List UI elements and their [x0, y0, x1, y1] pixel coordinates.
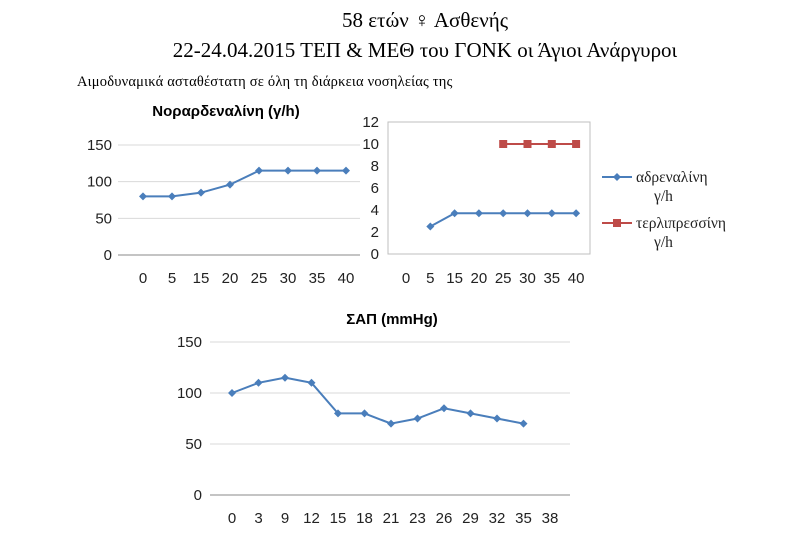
chart-0-xtick: 35 — [309, 270, 326, 287]
chart-1-series-0-point — [523, 209, 532, 218]
chart-1-xtick: 5 — [426, 270, 434, 287]
chart-0-series-0-point — [168, 192, 176, 201]
chart-2-xtick: 12 — [303, 510, 320, 527]
chart-1-series-0-point — [450, 209, 459, 218]
chart-2-series-0-line — [231, 376, 524, 425]
chart-1-ytick: 6 — [371, 180, 379, 197]
chart-1-xtick: 25 — [495, 270, 512, 287]
chart-1-ytick: 8 — [371, 158, 379, 175]
chart-1-series-1-point — [499, 140, 508, 148]
chart-2-series-0-point — [360, 409, 369, 418]
chart-1-xtick: 0 — [402, 270, 410, 287]
chart-2-xtick: 35 — [515, 510, 532, 527]
chart-2-series-0-point — [228, 389, 236, 397]
chart-2-xtick: 15 — [330, 510, 347, 527]
chart-1-ytick: 0 — [371, 246, 379, 263]
chart-0-xtick: 5 — [168, 270, 176, 287]
chart-0-series-0-point — [342, 166, 350, 175]
chart-2-xtick: 26 — [436, 510, 453, 527]
chart-1-ytick: 12 — [362, 114, 379, 131]
chart-2-ytick: 50 — [185, 436, 202, 453]
chart-2-xtick: 38 — [542, 510, 559, 527]
chart-0-ytick: 150 — [87, 137, 112, 154]
chart-1-series-0-point — [572, 209, 581, 218]
chart-2-xtick: 0 — [228, 510, 236, 527]
chart-0-series-0-point — [226, 180, 234, 189]
chart-2-xtick: 21 — [383, 510, 400, 527]
chart-1-xtick: 35 — [543, 270, 560, 287]
chart-1-frame — [387, 121, 591, 255]
chart-0-ytick: 100 — [87, 174, 112, 191]
chart-0-series-0-point — [197, 188, 205, 197]
header-line-1: 58 ετών ♀ Ασθενής — [341, 8, 509, 32]
chart-2-xtick: 3 — [254, 510, 262, 527]
header-line-2: 22-24.04.2015 ΤΕΠ & ΜΕΘ του ΓΟΝΚ οι Άγιο… — [172, 38, 678, 62]
chart-2-series-0-point — [413, 414, 422, 423]
chart-2-series-0-point — [466, 409, 475, 418]
chart-0-series-0-point — [284, 166, 292, 175]
chart-0-ytick: 50 — [95, 210, 112, 227]
chart-1-xtick: 20 — [471, 270, 488, 287]
chart-1-series-0-point — [426, 222, 435, 231]
chart-0-series-0-point — [313, 166, 321, 175]
chart-1-legend-marker-0 — [613, 173, 621, 181]
chart-1-legend-unit-0: γ/h — [653, 188, 673, 205]
chart-0-xtick: 0 — [139, 270, 147, 287]
chart-2-series-0-point — [440, 404, 448, 413]
chart-2-title: ΣΑΠ (mmHg) — [346, 311, 438, 328]
chart-1-legend-label-1: τερλιπρεσσίνη — [636, 215, 726, 232]
chart-1-series-1-point — [523, 140, 532, 148]
chart-0-series-0-point — [255, 166, 263, 175]
chart-0-series-0-line — [143, 169, 346, 198]
clinical-note: Αιμοδυναμικά ασταθέστατη σε όλη τη διάρκ… — [77, 74, 453, 90]
chart-2-ytick: 0 — [194, 487, 202, 504]
chart-0-xtick: 25 — [251, 270, 268, 287]
chart-0-ytick: 0 — [104, 247, 112, 264]
chart-0-xtick: 20 — [222, 270, 239, 287]
chart-0-xtick: 15 — [193, 270, 210, 287]
chart-0-xtick: 40 — [338, 270, 355, 287]
chart-1-legend-marker-1 — [613, 219, 621, 227]
chart-2-xtick: 29 — [462, 510, 479, 527]
chart-2-series-0-point — [519, 419, 528, 428]
chart-1-legend-label-0: αδρεναλίνη — [636, 169, 708, 186]
chart-1-series-1-point — [547, 140, 556, 148]
chart-2-series-0-point — [334, 409, 342, 418]
chart-1-xtick: 15 — [446, 270, 463, 287]
chart-1-series-0-point — [474, 209, 483, 218]
chart-2-series-0-point — [387, 419, 395, 428]
chart-1-series-1-point — [572, 140, 581, 148]
chart-2-xtick: 32 — [489, 510, 506, 527]
chart-1-ytick: 4 — [371, 202, 379, 219]
chart-1-series-0-point — [499, 209, 508, 218]
chart-2-xtick: 9 — [281, 510, 289, 527]
chart-1-legend-unit-1: γ/h — [653, 234, 673, 251]
chart-2-series-0-point — [493, 414, 501, 423]
chart-2-ytick: 150 — [177, 334, 202, 351]
chart-1-xtick: 40 — [568, 270, 585, 287]
chart-2-series-0-point — [281, 373, 289, 382]
chart-1-series-0-point — [547, 209, 556, 218]
chart-1-ytick: 10 — [362, 136, 379, 153]
chart-1-xtick: 30 — [519, 270, 536, 287]
chart-2-series-0-point — [254, 378, 263, 387]
chart-0-title: Νοραρδεναλίνη (γ/h) — [152, 103, 299, 120]
chart-2-series-0-point — [307, 378, 316, 387]
chart-0-series-0-point — [139, 192, 147, 201]
chart-2-xtick: 18 — [356, 510, 373, 527]
chart-0-xtick: 30 — [280, 270, 297, 287]
chart-1-ytick: 2 — [371, 224, 379, 241]
chart-2-ytick: 100 — [177, 385, 202, 402]
chart-2-xtick: 23 — [409, 510, 426, 527]
